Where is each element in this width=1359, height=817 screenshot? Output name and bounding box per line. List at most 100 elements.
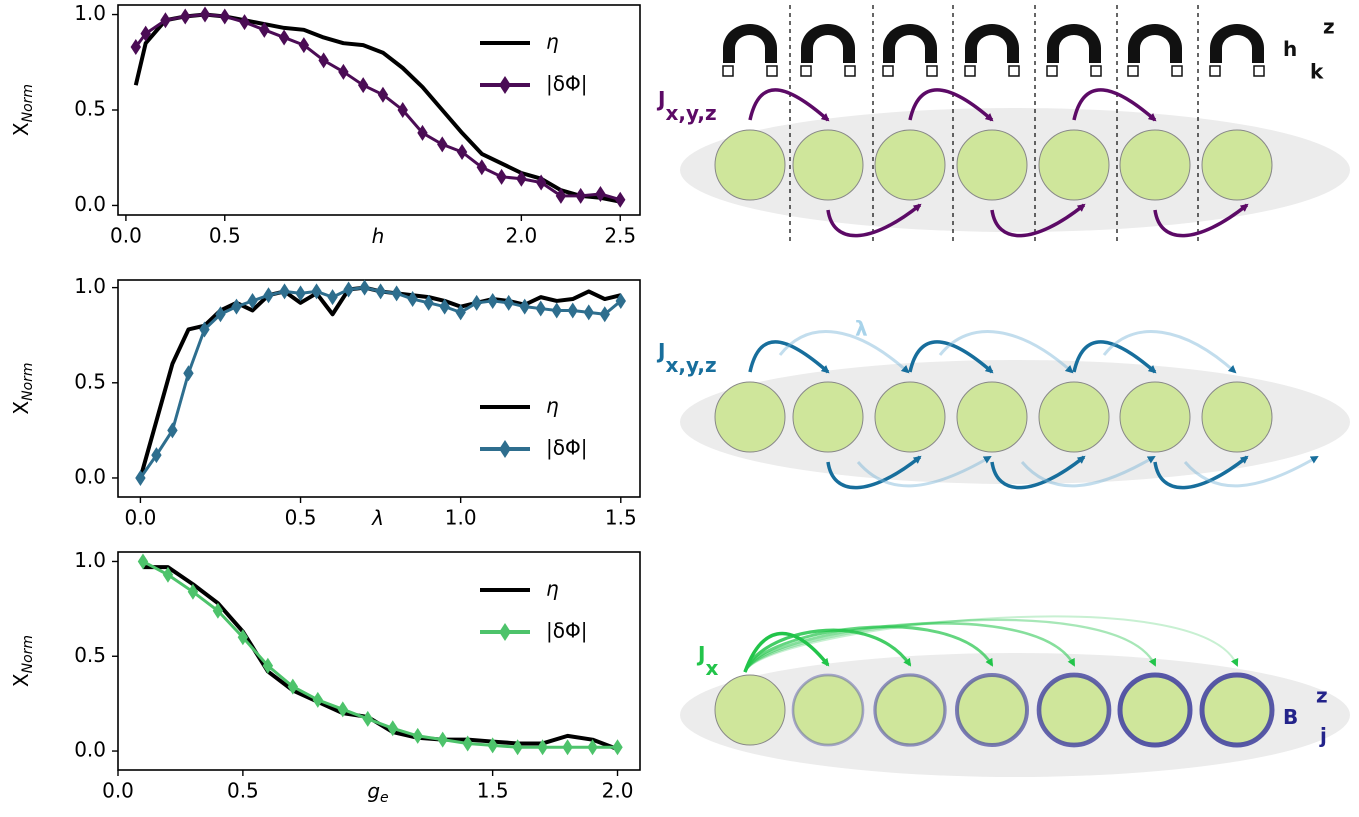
field-symbol: B <box>1283 705 1298 729</box>
chart-panel: 0.0 0.5 1.0 0.0 0.5 1.0 1.5 λ XNorm η |δΦ| <box>9 274 641 530</box>
magnet-pole <box>1171 65 1183 77</box>
x-tick-label: 2.5 <box>604 224 636 248</box>
spin-site <box>1119 129 1191 201</box>
coupling-label: Jx,y,z <box>656 339 717 377</box>
magnet-pole <box>1046 65 1058 77</box>
coupling-symbol: J <box>656 87 665 111</box>
spin-site <box>1201 129 1273 201</box>
series-marker <box>412 727 423 744</box>
coupling-arrow <box>1153 203 1249 238</box>
chart-panel: 0.0 0.5 1.0 0.0 0.5 2.0 2.5 h XNorm η |δΦ| <box>9 1 641 248</box>
long-range-label: λ <box>855 317 868 341</box>
series-marker <box>183 365 194 382</box>
x-tick-label: 2.0 <box>602 779 634 803</box>
series-marker <box>343 281 354 298</box>
axes-frame <box>117 551 641 771</box>
coupling-arrow <box>826 203 922 238</box>
magnet-pole <box>722 65 734 77</box>
x-tick-label: 1.5 <box>477 779 509 803</box>
series-marker <box>391 285 402 302</box>
series-marker <box>199 321 210 338</box>
series-marker <box>262 657 274 674</box>
series-marker <box>437 731 448 748</box>
series-marker <box>199 6 211 23</box>
diagram: Jx,y,z λ <box>656 317 1350 490</box>
series-marker <box>417 124 428 141</box>
coupling-subscript: x,y,z <box>665 353 716 377</box>
x-axis-label-main: λ <box>371 506 384 530</box>
coupling-arrow <box>990 203 1086 238</box>
y-axis-label-sub: Norm <box>20 362 36 400</box>
magnet-pole <box>882 65 894 77</box>
magnet-pole <box>766 65 778 77</box>
coupling-subscript: x,y,z <box>665 101 716 125</box>
series-marker <box>615 191 626 208</box>
coupling-arrow <box>743 631 830 673</box>
y-axis-label-main: X <box>9 401 33 415</box>
series-marker <box>162 566 174 583</box>
long-range-arrow <box>856 455 992 488</box>
series-marker <box>455 304 466 321</box>
x-axis-label-main: g <box>367 779 380 803</box>
coupling-symbol: J <box>656 339 665 363</box>
series-marker <box>567 302 578 319</box>
diagram: Jx,y,z hkz <box>656 5 1350 242</box>
series-marker <box>575 187 586 204</box>
magnet-pole <box>1209 65 1221 77</box>
magnet <box>965 24 1019 63</box>
y-tick-label: 1.0 <box>74 1 106 25</box>
spin-site <box>956 381 1028 453</box>
x-axis-label-sub: e <box>380 790 389 806</box>
field-superscript: z <box>1316 684 1328 708</box>
coupling-arrow <box>908 88 994 122</box>
axes-frame <box>117 4 641 216</box>
magnet-pole <box>800 65 812 77</box>
coupling-arrow <box>990 455 1086 490</box>
y-axis-label-sub: Norm <box>20 635 36 673</box>
series-marker <box>357 77 369 94</box>
series-marker <box>377 86 389 103</box>
series-marker <box>439 298 450 315</box>
magnet <box>723 24 777 63</box>
spin-site <box>1036 672 1112 748</box>
series-marker <box>471 294 482 311</box>
coupling-arrow <box>748 340 830 374</box>
field-superscript: z <box>1323 15 1335 39</box>
coupling-arrow <box>743 628 912 673</box>
spin-site <box>874 381 946 453</box>
series-marker <box>555 187 567 204</box>
x-axis-label-main: h <box>372 224 385 248</box>
axes-frame <box>117 279 641 498</box>
series-marker <box>295 285 306 302</box>
magnet <box>1210 24 1264 63</box>
spin-site <box>873 673 947 747</box>
x-tick-label: 0.0 <box>102 779 134 803</box>
series-marker <box>287 678 299 695</box>
x-tick-label: 0.5 <box>285 506 317 530</box>
series-marker <box>187 583 199 600</box>
coupling-label: Jx,y,z <box>656 87 717 125</box>
magnet <box>1047 24 1101 63</box>
series-marker <box>137 553 149 570</box>
spin-site <box>956 129 1028 201</box>
spin-site <box>714 674 786 746</box>
magnet <box>1128 24 1182 63</box>
coupling-symbol: J <box>696 642 705 666</box>
spin-site <box>1038 381 1110 453</box>
series-marker <box>327 289 338 306</box>
x-axis-label: h <box>372 224 385 248</box>
spin-site <box>1199 672 1275 748</box>
coupling-arrow <box>1072 88 1157 122</box>
x-tick-label: 2.0 <box>505 224 537 248</box>
series-marker <box>239 14 250 31</box>
legend-label: |δΦ| <box>546 72 587 96</box>
series-marker <box>219 8 230 25</box>
series-marker <box>537 739 548 756</box>
spin-site <box>714 129 786 201</box>
series-marker <box>503 294 514 311</box>
series-marker <box>437 136 448 153</box>
magnet-pole <box>1127 65 1139 77</box>
x-tick-label: 0.5 <box>227 779 259 803</box>
spin-site <box>791 673 865 747</box>
